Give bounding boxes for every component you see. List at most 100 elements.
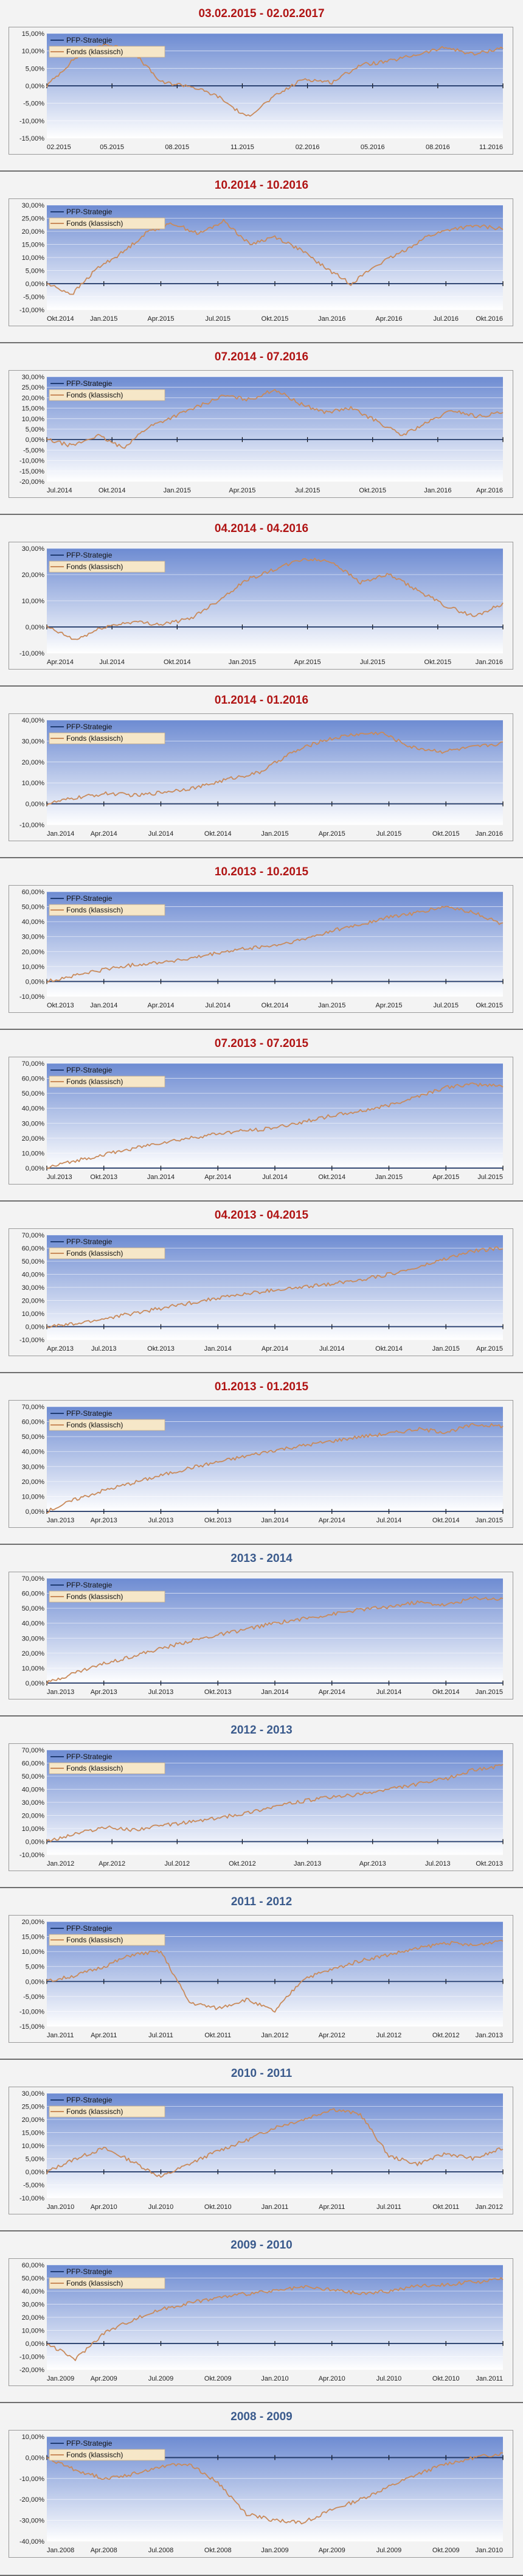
- legend-label-strategy: PFP-Strategie: [66, 551, 113, 559]
- x-tick-label: Jul.2012: [164, 1860, 190, 1867]
- x-tick-label: Jul.2010: [148, 2203, 174, 2211]
- y-tick-label: 30,00%: [22, 2090, 45, 2098]
- y-tick-label: 50,00%: [22, 1605, 45, 1612]
- y-tick-label: 50,00%: [22, 1773, 45, 1780]
- y-tick-label: 0,00%: [26, 801, 44, 808]
- chart-title: 04.2014 - 04.2016: [214, 522, 309, 535]
- legend-label-strategy: PFP-Strategie: [66, 2267, 113, 2276]
- legend-box-fund: [49, 1247, 165, 1259]
- x-tick-label: Jan.2012: [476, 2203, 503, 2211]
- chart-svg: 70,00% 60,00% 50,00% 40,00% 30,00% 20,00% 10,0…: [22, 1404, 504, 1524]
- x-tick-label: Okt.2009: [204, 2375, 232, 2382]
- x-tick-label: Apr.2014: [147, 1002, 174, 1009]
- y-tick-label: 15,00%: [22, 30, 45, 38]
- y-tick-label: 30,00%: [22, 738, 45, 745]
- x-tick-label: Jul.2015: [205, 315, 230, 323]
- x-tick-label: Jul.2016: [433, 315, 459, 323]
- x-tick-label: Okt.2012: [432, 2032, 460, 2039]
- y-tick-label: -10,00%: [19, 1337, 44, 1344]
- y-tick-label: 0,00%: [26, 624, 44, 631]
- x-tick-label: Jul.2014: [99, 659, 125, 666]
- x-tick-label: Apr.2009: [319, 2547, 345, 2554]
- y-tick-label: 10,00%: [22, 1311, 45, 1318]
- y-tick-label: 20,00%: [22, 1298, 45, 1305]
- x-tick-label: Jan.2015: [476, 1517, 503, 1524]
- chart-panel: 10.2014 - 10.2016 30,00% 25,00% 20,00% 15,00…: [0, 172, 523, 343]
- x-tick-label: Apr.2014: [262, 1345, 288, 1353]
- x-tick-label: Jul.2014: [205, 1002, 230, 1009]
- y-tick-label: -10,00%: [19, 993, 44, 1001]
- x-tick-label: Jan.2015: [432, 1345, 460, 1353]
- y-tick-label: 20,00%: [22, 2314, 45, 2322]
- chart-svg: 70,00% 60,00% 50,00% 40,00% 30,00% 20,00% 10,0…: [22, 1060, 504, 1181]
- chart-title: 10.2013 - 10.2015: [214, 866, 309, 878]
- x-tick-label: Okt.2014: [432, 1689, 460, 1696]
- series-line-fund: [46, 1596, 504, 1684]
- chart-svg: 20,00% 15,00% 10,00% 5,00% 0,00% -5,00% -10,00…: [19, 1919, 504, 2039]
- x-tick-label: Jan.2016: [476, 659, 503, 666]
- legend-label-fund: Fonds (klassisch): [66, 1421, 123, 1429]
- x-tick-label: Jan.2016: [476, 830, 503, 838]
- y-tick-label: 0,00%: [26, 281, 44, 288]
- y-tick-label: 30,00%: [22, 1120, 45, 1127]
- x-tick-label: Jul.2014: [262, 1174, 288, 1181]
- plot-area: 30,00% 20,00% 10,00% 0,00% -10,00% Apr.2014 Ju…: [9, 542, 513, 670]
- x-tick-label: Jul.2013: [91, 1345, 117, 1353]
- legend-label-fund: Fonds (klassisch): [66, 1077, 123, 1086]
- y-tick-label: 0,00%: [26, 1165, 44, 1172]
- y-tick-label: 10,00%: [22, 1665, 45, 1672]
- x-tick-label: Jan.2014: [261, 1517, 288, 1524]
- x-tick-label: Okt.2013: [90, 1174, 117, 1181]
- legend-label-fund: Fonds (klassisch): [66, 391, 123, 399]
- y-tick-label: -5,00%: [23, 2182, 44, 2189]
- chart-panel: 07.2014 - 07.2016 30,00% 25,00% 20,00% 15,00…: [0, 343, 523, 515]
- plot-area: 70,00% 60,00% 50,00% 40,00% 30,00% 20,00% 10,0…: [9, 1743, 513, 1871]
- y-tick-label: 20,00%: [22, 2116, 45, 2124]
- x-tick-label: Jan.2014: [204, 1345, 232, 1353]
- legend-label-strategy: PFP-Strategie: [66, 1752, 113, 1761]
- y-tick-label: 60,00%: [22, 1419, 45, 1426]
- chart-title: 2011 - 2012: [230, 1895, 293, 1908]
- legend-label-fund: Fonds (klassisch): [66, 1592, 123, 1601]
- plot-area: 30,00% 25,00% 20,00% 15,00% 10,00% 5,00% 0,00%…: [9, 370, 513, 498]
- x-tick-label: 02.2016: [296, 144, 320, 151]
- legend-label-strategy: PFP-Strategie: [66, 1066, 113, 1074]
- x-tick-label: Jul.2012: [376, 2032, 402, 2039]
- x-tick-label: Okt.2010: [432, 2375, 460, 2382]
- y-tick-label: -15,00%: [19, 468, 44, 475]
- y-tick-label: 40,00%: [22, 1105, 45, 1113]
- x-tick-label: Jan.2016: [318, 315, 345, 323]
- series-line-fund: [46, 2277, 504, 2361]
- y-tick-label: 50,00%: [22, 904, 45, 911]
- y-tick-label: 0,00%: [26, 2340, 44, 2348]
- y-tick-label: -20,00%: [19, 2367, 44, 2374]
- x-tick-label: Apr.2009: [91, 2375, 117, 2382]
- legend-label-strategy: PFP-Strategie: [66, 1924, 113, 1933]
- y-tick-label: 50,00%: [22, 1258, 45, 1265]
- x-tick-label: 02.2015: [47, 144, 71, 151]
- legend-label-fund: Fonds (klassisch): [66, 734, 123, 743]
- y-tick-label: 5,00%: [26, 268, 44, 275]
- series-line-fund: [46, 558, 504, 640]
- legend-box-fund: [49, 2449, 165, 2461]
- y-tick-label: -10,00%: [19, 2195, 44, 2202]
- y-tick-label: 10,00%: [22, 598, 45, 605]
- x-tick-label: Apr.2016: [476, 487, 503, 494]
- x-tick-label: Okt.2013: [204, 1517, 232, 1524]
- chart-panel: 04.2014 - 04.2016 30,00% 20,00% 10,00% 0,00%…: [0, 515, 523, 687]
- series-line-fund: [46, 1763, 504, 1843]
- y-tick-label: 0,00%: [26, 1839, 44, 1846]
- x-tick-label: Okt.2012: [229, 1860, 256, 1867]
- x-tick-label: Jul.2014: [319, 1345, 345, 1353]
- y-tick-label: 60,00%: [22, 1760, 45, 1768]
- y-tick-label: -5,00%: [23, 1993, 44, 2001]
- x-tick-label: Jan.2013: [47, 1517, 74, 1524]
- x-tick-label: Apr.2008: [91, 2547, 117, 2554]
- x-tick-label: Okt.2016: [476, 315, 503, 323]
- y-tick-label: 10,00%: [22, 1948, 45, 1956]
- plot-area: 60,00% 50,00% 40,00% 30,00% 20,00% 10,00% 0,00…: [9, 885, 513, 1013]
- x-tick-label: Jul.2014: [376, 1517, 402, 1524]
- x-tick-label: Jul.2011: [148, 2032, 173, 2039]
- x-tick-label: Apr.2013: [359, 1860, 386, 1867]
